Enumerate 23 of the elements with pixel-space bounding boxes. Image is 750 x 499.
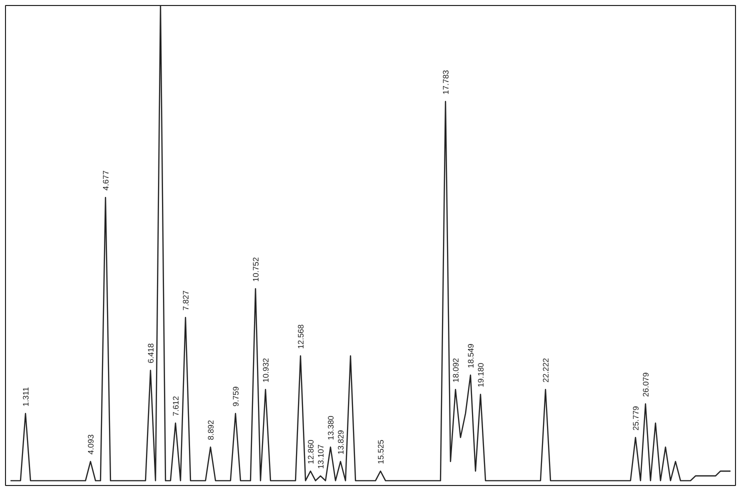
x-tick-label: 17.783: [442, 69, 450, 94]
x-tick-label: 7.827: [182, 290, 190, 310]
x-tick-label: 1.311: [22, 386, 30, 406]
x-tick-label: 18.092: [452, 357, 460, 382]
x-tick-label: 10.752: [252, 256, 260, 282]
x-tick-label: 8.892: [206, 420, 216, 440]
x-tick-label: 4.677: [102, 170, 110, 190]
x-tick-label: 13.107: [316, 444, 326, 469]
x-tick-label: 7.612: [172, 396, 180, 416]
x-tick-label: 12.860: [306, 439, 316, 464]
x-tick-label: 26.079: [642, 372, 650, 397]
x-tick-label: 15.525: [376, 439, 386, 464]
x-tick-label: 25.779: [632, 405, 640, 430]
x-tick-label: 9.759: [232, 386, 240, 406]
x-tick-label: 12.568: [296, 324, 306, 349]
x-tick-label: 13.829: [336, 429, 346, 454]
x-tick-label: 22.222: [542, 357, 550, 382]
x-tick-label: 19.180: [476, 362, 486, 388]
x-tick-label: 13.380: [326, 415, 336, 440]
x-tick-label: 4.093: [86, 434, 96, 454]
x-tick-label: 10.932: [262, 357, 270, 382]
x-tick-label: 18.549: [466, 343, 476, 368]
x-tick-label: 6.418: [146, 342, 156, 364]
